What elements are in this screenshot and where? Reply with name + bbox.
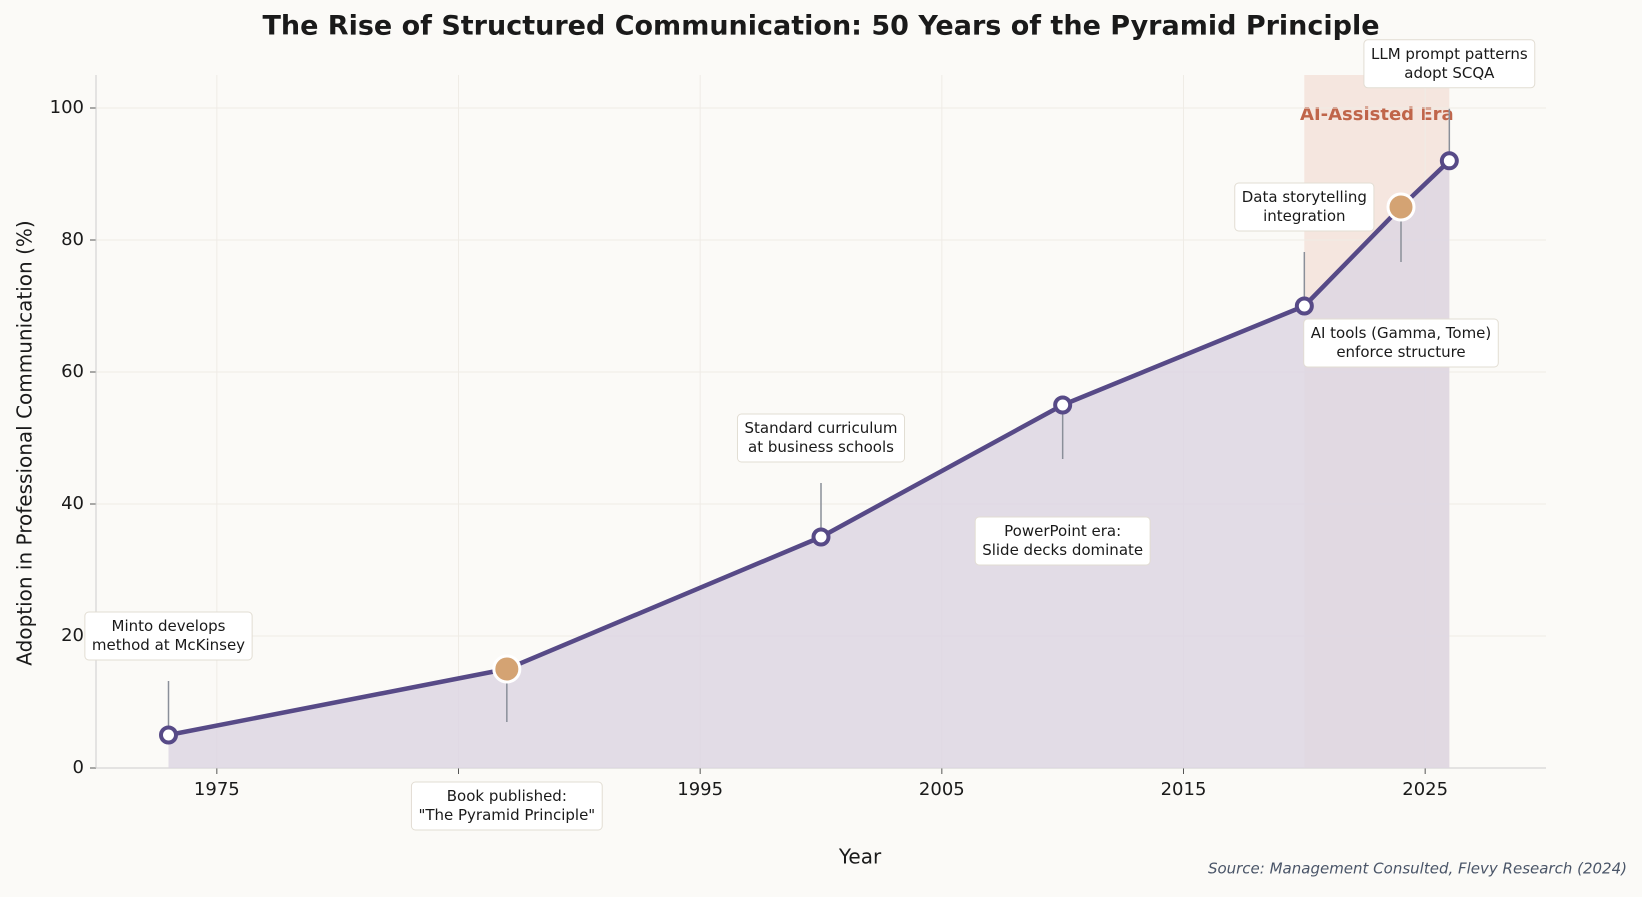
annotation-text: Minto develops bbox=[112, 617, 226, 635]
annotation-box bbox=[1363, 39, 1536, 89]
source-note: Source: Management Consulted, Flevy Rese… bbox=[1208, 860, 1627, 878]
y-axis-label: Adoption in Professional Communication (… bbox=[13, 220, 37, 665]
y-tick-label: 100 bbox=[50, 97, 84, 118]
annotation-text: integration bbox=[1263, 207, 1345, 225]
annotation-text: at business schools bbox=[748, 438, 894, 456]
y-tick-label: 60 bbox=[61, 361, 84, 382]
annotation-text: LLM prompt patterns bbox=[1371, 45, 1528, 63]
point bbox=[492, 654, 522, 684]
y-tick-label: 0 bbox=[73, 757, 84, 778]
era-label: AI-Assisted Era bbox=[1300, 104, 1454, 125]
annotation-box bbox=[1303, 318, 1499, 368]
area bbox=[168, 160, 1450, 769]
annotation-text: adopt SCQA bbox=[1404, 64, 1495, 82]
annotation-box bbox=[1234, 182, 1375, 232]
annotation-text: PowerPoint era: bbox=[1004, 522, 1121, 540]
chart-title: The Rise of Structured Communication: 50… bbox=[262, 11, 1379, 42]
annotation-box bbox=[410, 781, 603, 831]
annotation-box bbox=[974, 516, 1151, 566]
point bbox=[1439, 151, 1459, 171]
annotation-text: "The Pyramid Principle" bbox=[418, 806, 595, 824]
annotation-text: Book published: bbox=[447, 787, 567, 805]
annotation-text: enforce structure bbox=[1336, 343, 1465, 361]
x-tick-label: 2005 bbox=[919, 779, 965, 800]
point bbox=[1053, 395, 1073, 415]
y-tick-label: 20 bbox=[61, 625, 84, 646]
annotation-box bbox=[84, 611, 253, 661]
x-tick-label: 1975 bbox=[194, 779, 240, 800]
point bbox=[811, 527, 831, 547]
annotation-box bbox=[736, 413, 906, 463]
point bbox=[1294, 296, 1314, 316]
y-tick-label: 80 bbox=[61, 229, 84, 250]
annotation-text: method at McKinsey bbox=[92, 636, 245, 654]
annotation-text: Standard curriculum bbox=[744, 419, 897, 437]
x-axis-label: Year bbox=[838, 845, 882, 869]
annotation-text: AI tools (Gamma, Tome) bbox=[1311, 324, 1492, 342]
annotation-text: Data storytelling bbox=[1242, 188, 1367, 206]
point bbox=[1386, 192, 1416, 222]
annotation-text: Slide decks dominate bbox=[982, 541, 1143, 559]
x-tick-label: 2025 bbox=[1402, 779, 1448, 800]
x-tick-label: 2015 bbox=[1161, 779, 1207, 800]
y-tick-label: 40 bbox=[61, 493, 84, 514]
point bbox=[159, 725, 178, 745]
x-tick-label: 1995 bbox=[677, 779, 723, 800]
